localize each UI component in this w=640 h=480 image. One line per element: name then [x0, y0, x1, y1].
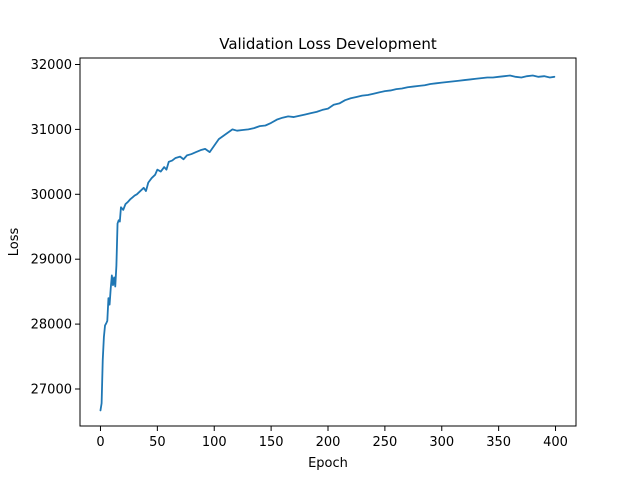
x-tick-label: 200: [316, 435, 341, 450]
x-tick-label: 400: [543, 435, 568, 450]
y-tick-label: 32000: [31, 58, 72, 73]
x-tick-label: 100: [202, 435, 227, 450]
y-axis-ticks: 27000 28000 29000 30000 31000 32000: [31, 58, 80, 398]
y-tick-label: 31000: [31, 123, 72, 138]
chart-title: Validation Loss Development: [219, 35, 437, 53]
x-tick-label: 150: [259, 435, 284, 450]
x-tick-label: 350: [486, 435, 511, 450]
series-line: [99, 74, 556, 412]
y-tick-label: 30000: [31, 188, 72, 203]
y-tick-label: 28000: [31, 318, 72, 333]
y-axis-label: Loss: [7, 228, 22, 257]
y-tick-label: 29000: [31, 253, 72, 268]
x-axis-ticks: 0 50 100 150 200 250 300 350 400: [96, 426, 568, 450]
x-tick-label: 250: [372, 435, 397, 450]
x-tick-label: 50: [149, 435, 166, 450]
x-axis-label: Epoch: [308, 456, 348, 471]
x-tick-label: 0: [96, 435, 104, 450]
y-tick-label: 27000: [31, 383, 72, 398]
x-tick-label: 300: [429, 435, 454, 450]
